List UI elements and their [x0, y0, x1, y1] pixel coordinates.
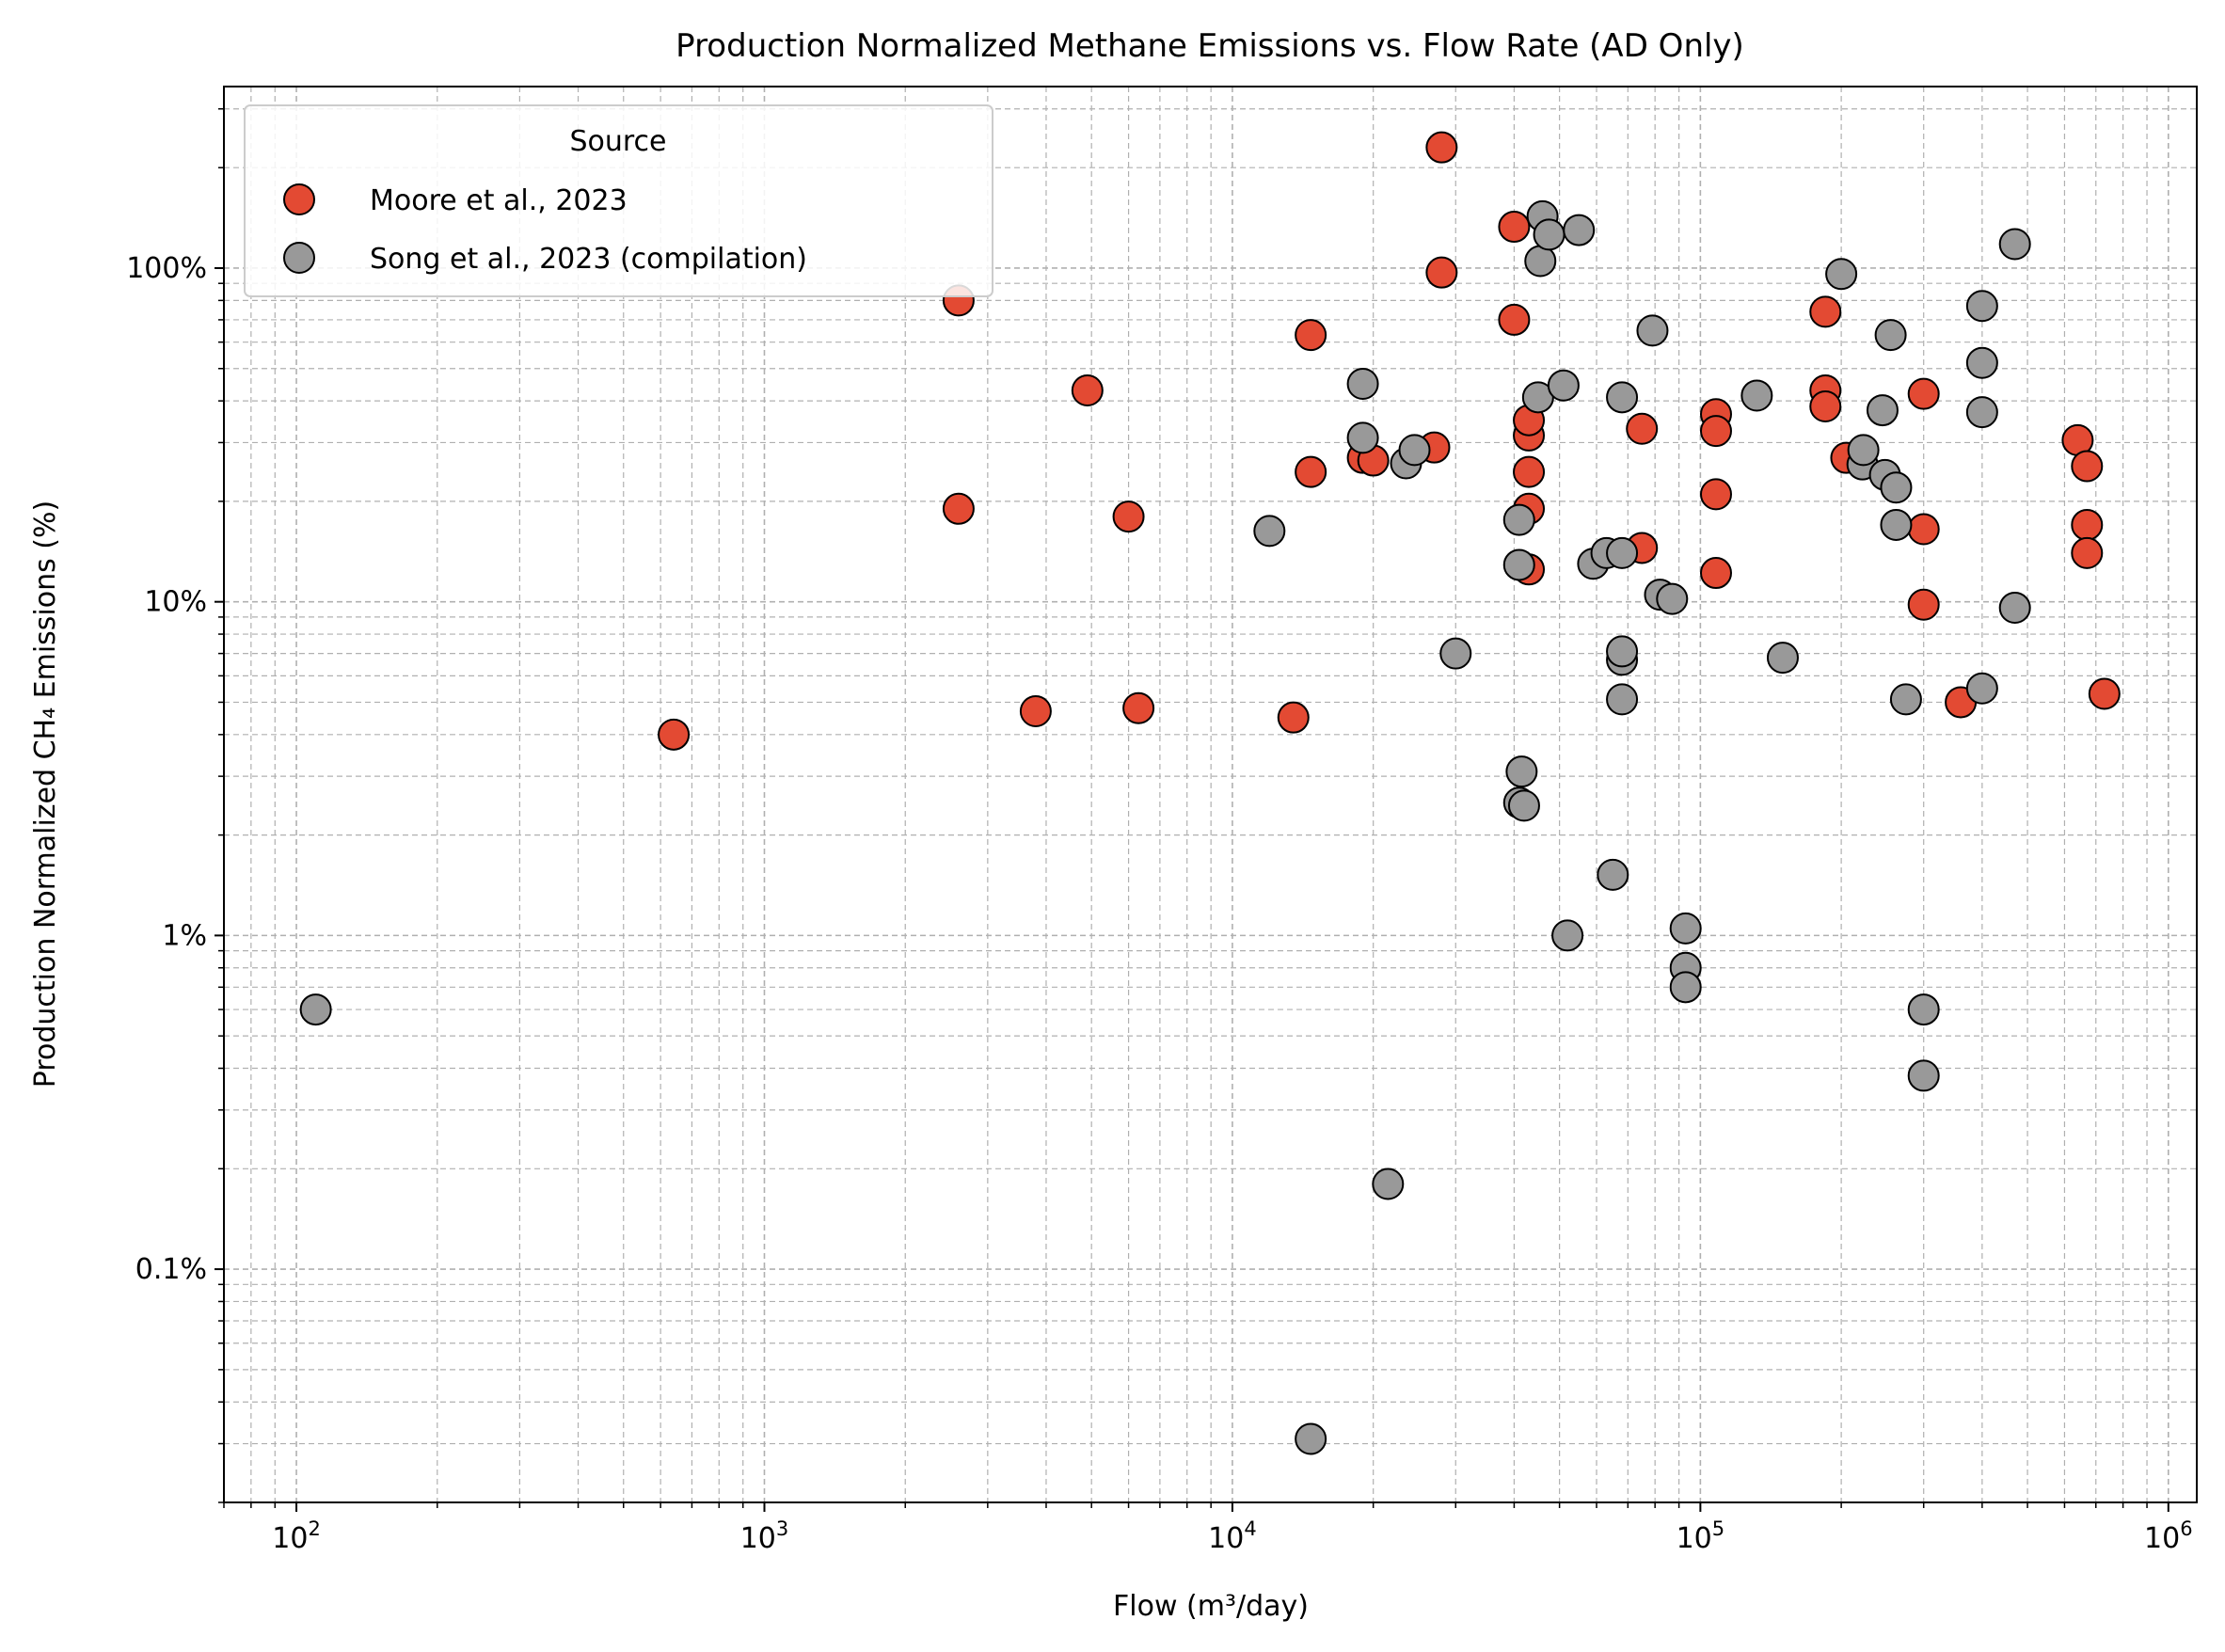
data-point-song: [1880, 471, 1913, 504]
data-point-song: [1597, 858, 1629, 891]
data-point-song: [1880, 508, 1913, 541]
ticks: 102 103 104 105 106 0.1% 1% 10% 100%: [126, 107, 2193, 1555]
data-point-song: [1907, 993, 1940, 1026]
legend-label-song: Song et al., 2023 (compilation): [370, 243, 807, 276]
data-point-song: [1547, 369, 1580, 402]
y-tick-label: 100%: [126, 252, 207, 285]
data-point-moore: [1277, 701, 1310, 734]
data-point-song: [1346, 421, 1379, 454]
data-point-song: [1606, 381, 1639, 414]
data-point-song: [1606, 635, 1639, 668]
y-tick-label: 0.1%: [135, 1253, 207, 1286]
data-point-moore: [1498, 303, 1531, 336]
data-point-moore: [1112, 500, 1145, 533]
data-point-song: [1505, 755, 1538, 788]
data-point-song: [1253, 515, 1286, 548]
data-point-moore: [1809, 295, 1842, 328]
data-point-song: [1563, 214, 1596, 246]
data-point-moore: [1498, 211, 1531, 244]
data-point-moore: [1019, 694, 1052, 727]
data-point-song: [1295, 1422, 1327, 1455]
data-point-song: [1965, 396, 1998, 429]
data-point-song: [1346, 367, 1379, 400]
data-point-song: [1740, 379, 1773, 412]
y-tick-label: 1%: [162, 919, 207, 952]
data-point-song: [1907, 1059, 1940, 1092]
data-point-song: [1606, 683, 1639, 716]
data-point-moore: [2071, 508, 2104, 541]
grid: [223, 87, 2197, 1503]
data-point-song: [1507, 789, 1540, 822]
legend: Source Moore et al., 2023 Song et al., 2…: [244, 104, 993, 297]
legend-box: [244, 104, 993, 297]
data-point-moore: [2071, 536, 2104, 569]
data-point-song: [1847, 434, 1880, 467]
legend-marker-song: [283, 242, 315, 274]
data-point-moore: [1699, 478, 1732, 511]
data-point-moore: [2071, 450, 2104, 483]
data-point-song: [1533, 218, 1565, 251]
data-point-moore: [1071, 373, 1104, 406]
data-point-song: [1606, 536, 1639, 569]
x-tick-label: 105: [1677, 1517, 1725, 1555]
data-point-song: [1669, 971, 1702, 1004]
data-point-song: [1502, 503, 1535, 536]
data-point-moore: [1425, 256, 1458, 289]
data-point-song: [1998, 228, 2031, 261]
data-point-song: [1874, 319, 1907, 352]
x-tick-label: 104: [1208, 1517, 1257, 1555]
data-point-song: [1766, 642, 1799, 675]
x-axis-label: Flow (m³/day): [1113, 1590, 1309, 1623]
y-axis-label: Production Normalized CH₄ Emissions (%): [29, 500, 62, 1088]
y-tick-label: 10%: [144, 586, 207, 619]
data-point-song: [1669, 912, 1702, 945]
data-point-song: [1998, 591, 2031, 624]
legend-label-moore: Moore et al., 2023: [370, 184, 628, 217]
data-point-moore: [1907, 513, 1940, 546]
data-point-song: [1551, 919, 1584, 952]
x-tick-label: 102: [272, 1517, 321, 1555]
data-point-moore: [2088, 677, 2121, 710]
data-point-song: [1825, 258, 1858, 291]
data-point-moore: [1907, 588, 1940, 621]
points: [299, 131, 2121, 1455]
data-point-song: [1372, 1168, 1405, 1200]
data-point-song: [1502, 548, 1535, 581]
legend-marker-moore: [283, 183, 315, 215]
data-point-moore: [1122, 691, 1155, 724]
data-point-moore: [1626, 412, 1659, 445]
data-point-moore: [1907, 377, 1940, 410]
data-point-song: [1965, 290, 1998, 323]
data-point-moore: [1699, 557, 1732, 590]
data-point-moore: [1513, 455, 1546, 488]
data-point-moore: [1699, 415, 1732, 448]
data-point-moore: [1425, 131, 1458, 164]
data-point-moore: [658, 718, 691, 751]
data-point-moore: [1295, 319, 1327, 352]
data-point-song: [1439, 637, 1472, 670]
data-point-song: [1965, 672, 1998, 705]
data-point-song: [1636, 314, 1669, 347]
legend-title: Source: [569, 125, 666, 158]
data-point-moore: [1295, 455, 1327, 488]
data-point-moore: [942, 492, 975, 525]
data-point-song: [1398, 434, 1431, 467]
data-point-moore: [1809, 390, 1842, 423]
data-point-song: [1889, 683, 1922, 716]
x-tick-label: 106: [2144, 1517, 2193, 1555]
data-point-song: [1656, 582, 1689, 615]
chart-title: Production Normalized Methane Emissions …: [675, 27, 1744, 65]
data-point-song: [299, 993, 332, 1026]
data-point-song: [1866, 394, 1899, 427]
data-point-song: [1965, 346, 1998, 379]
x-tick-label: 103: [740, 1517, 789, 1555]
